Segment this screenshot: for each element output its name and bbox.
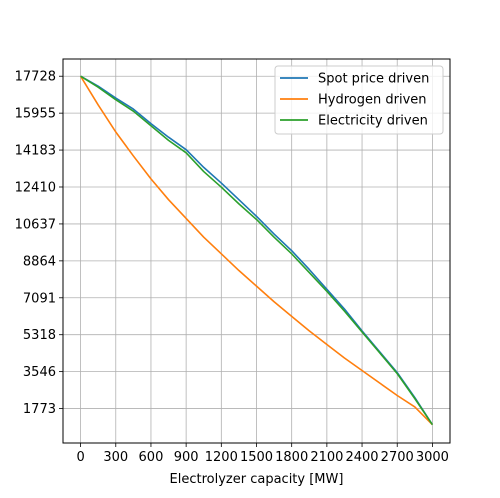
y-tick-label: 15955 bbox=[15, 107, 56, 122]
x-tick-label: 1500 bbox=[240, 450, 273, 465]
y-axis-ticks: 1773 3546 5318 7091 8864 10637 12410 14183 15955… bbox=[15, 70, 63, 417]
x-axis-ticks: 0 300 600 900 1200 1500 1800 2100 2400 2700 3000 bbox=[76, 443, 449, 465]
series-line-3 bbox=[80, 75, 434, 426]
legend-entry: Electricity driven bbox=[318, 114, 428, 129]
x-tick-label: 3000 bbox=[416, 450, 449, 465]
x-tick-label: 1800 bbox=[275, 450, 308, 465]
x-tick-label: 2100 bbox=[310, 450, 343, 465]
x-tick-label: 0 bbox=[76, 450, 84, 465]
y-tick-label: 10637 bbox=[15, 217, 56, 232]
legend-entry: Hydrogen driven bbox=[318, 93, 427, 108]
y-tick-label: 8864 bbox=[23, 254, 56, 269]
legend: Spot price driven Hydrogen driven Electric… bbox=[274, 65, 444, 135]
y-tick-label: 17728 bbox=[15, 70, 56, 85]
y-tick-label: 5318 bbox=[23, 328, 56, 343]
y-tick-label: 14183 bbox=[15, 144, 56, 159]
series-line-2 bbox=[79, 75, 433, 426]
legend-entry: Spot price driven bbox=[318, 72, 429, 87]
x-axis-label: Electrolyzer capacity [MW] bbox=[170, 472, 344, 487]
legend-box bbox=[274, 65, 444, 135]
x-tick-label: 900 bbox=[174, 450, 199, 465]
y-tick-label: 7091 bbox=[23, 291, 56, 306]
x-tick-label: 600 bbox=[139, 450, 164, 465]
y-tick-label: 3546 bbox=[23, 365, 56, 380]
y-tick-label: 1773 bbox=[23, 402, 56, 417]
x-tick-label: 2400 bbox=[345, 450, 378, 465]
x-tick-label: 2700 bbox=[381, 450, 414, 465]
x-tick-label: 300 bbox=[103, 450, 128, 465]
series-lines bbox=[79, 75, 434, 426]
x-tick-label: 1200 bbox=[205, 450, 238, 465]
y-tick-label: 12410 bbox=[15, 180, 56, 195]
